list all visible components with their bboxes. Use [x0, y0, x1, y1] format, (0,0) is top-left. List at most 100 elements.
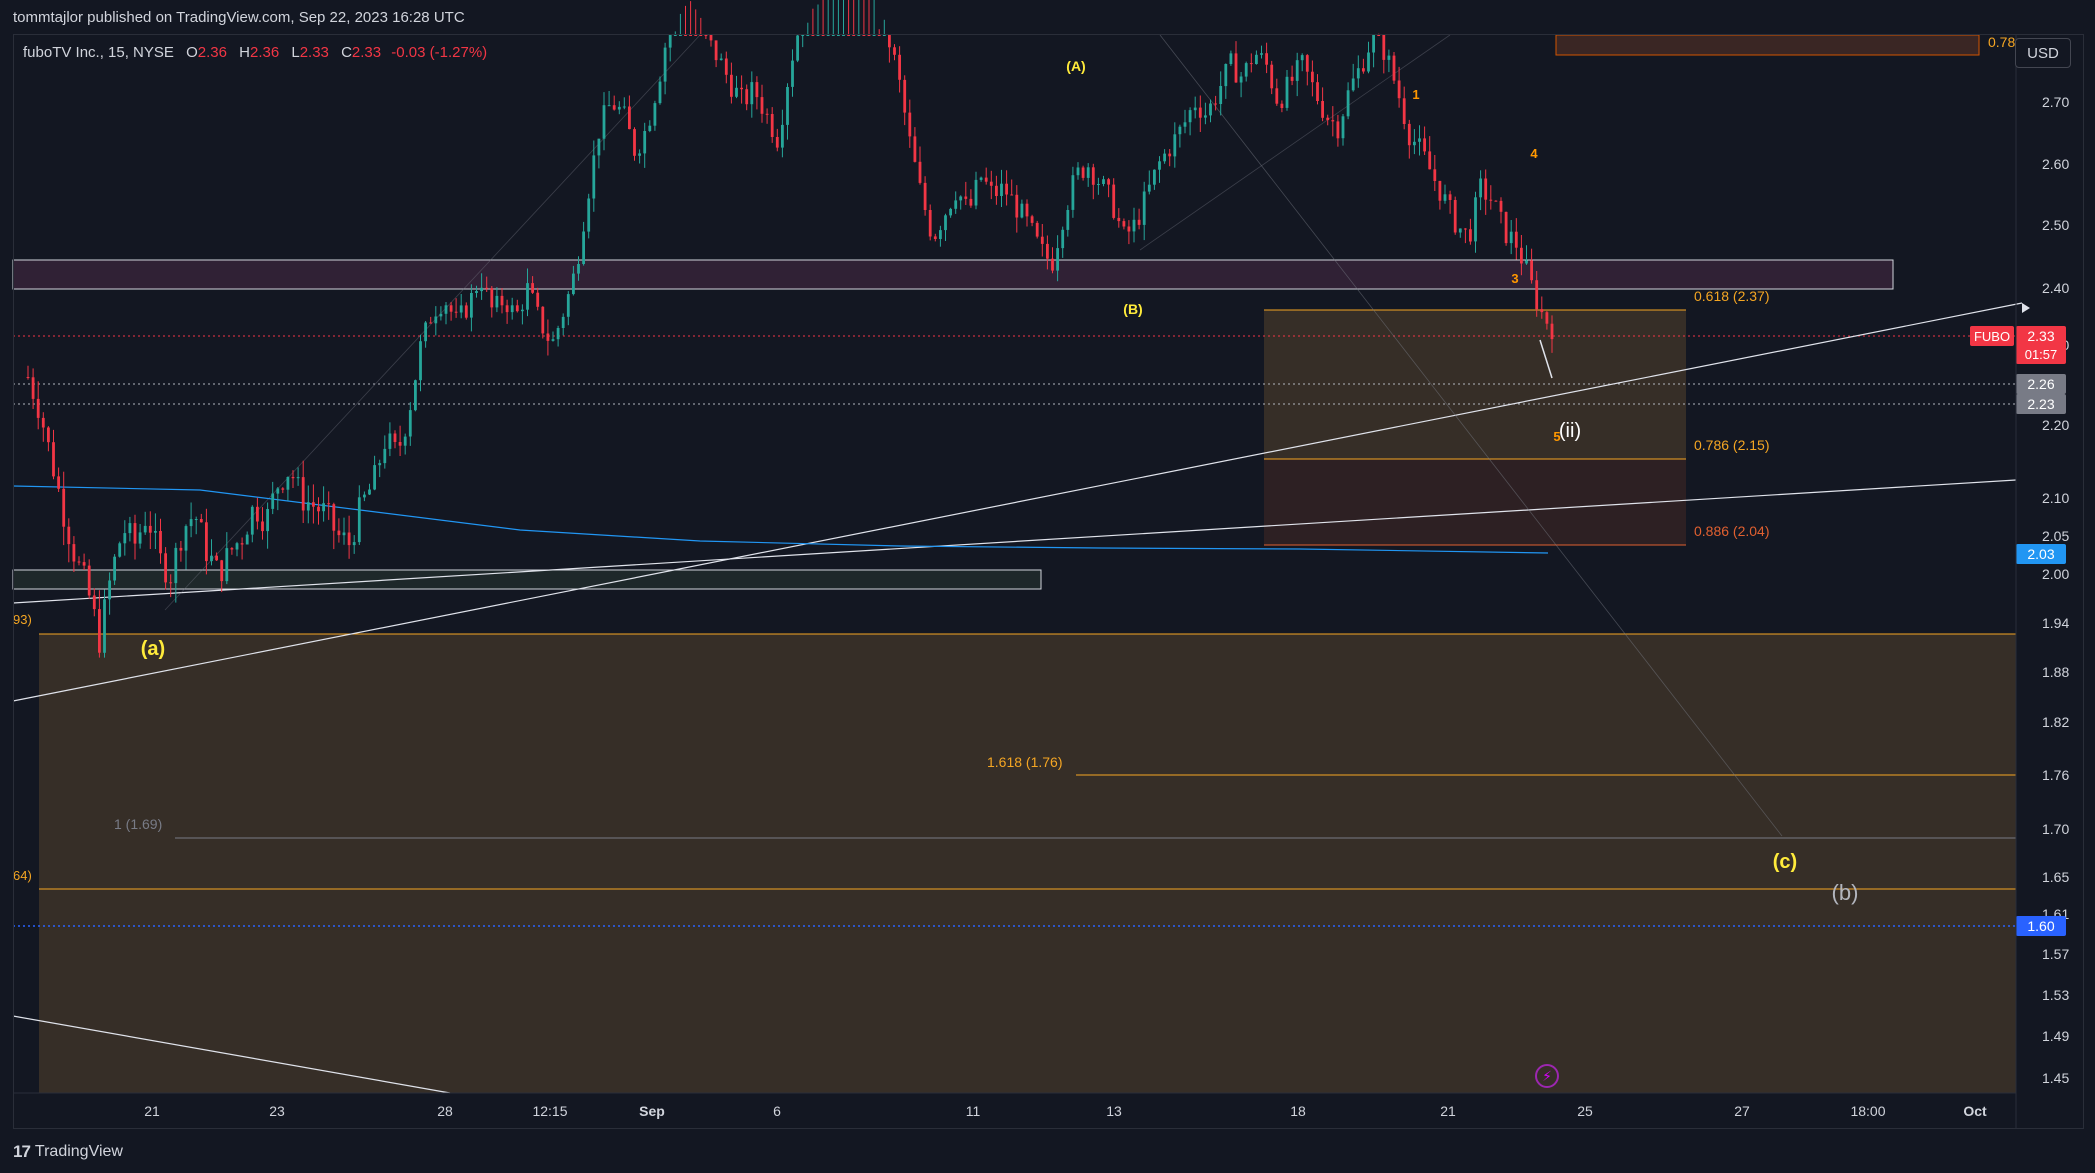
- candle: [1316, 74, 1319, 105]
- x-axis-tick-label: 11: [966, 1103, 981, 1119]
- candle: [312, 484, 315, 524]
- y-axis-tick-label: 1.53: [2042, 987, 2069, 1003]
- candle: [668, 35, 672, 62]
- candle: [719, 53, 723, 61]
- candle: [1520, 235, 1523, 276]
- y-axis-tick-label: 1.57: [2042, 946, 2069, 962]
- candle: [1545, 311, 1549, 330]
- candle: [1336, 114, 1340, 147]
- candle: [1535, 271, 1539, 317]
- candle: [31, 368, 35, 409]
- footer: [0, 1129, 2095, 1173]
- trendline-falling-bottom[interactable]: [12, 1015, 451, 1094]
- trendline-rising-steep[interactable]: [12, 302, 2023, 702]
- candle: [903, 75, 907, 126]
- fib-level-label: 0.618 (2.37): [1694, 288, 1770, 304]
- candle: [1107, 177, 1110, 198]
- candle: [944, 213, 947, 241]
- fib-level-label: 0.78: [1988, 34, 2015, 50]
- candle: [872, 0, 876, 36]
- candle: [1025, 199, 1029, 227]
- moving-average-line: [12, 485, 1549, 554]
- candle: [643, 122, 647, 168]
- candle: [531, 276, 534, 294]
- candle: [1321, 87, 1324, 122]
- x-axis-tick-label: 21: [1440, 1103, 1456, 1119]
- candle: [510, 297, 514, 320]
- y-axis-tick-label: 2.70: [2042, 94, 2069, 110]
- candle: [230, 547, 234, 555]
- candle: [847, 0, 850, 36]
- candle: [984, 167, 988, 185]
- y-axis-tick-label: 2.20: [2042, 417, 2069, 433]
- candle: [1244, 61, 1248, 82]
- candle: [1367, 41, 1370, 74]
- candle: [470, 284, 473, 332]
- price-badge[interactable]: 2.23: [2016, 394, 2066, 414]
- candle: [1204, 102, 1207, 125]
- candle: [342, 517, 346, 545]
- fib-zone-lower[interactable]: [1264, 459, 1686, 545]
- price-badge[interactable]: FUBO 2.33 01:57: [1970, 326, 2066, 364]
- candle: [464, 302, 468, 320]
- candle: [52, 429, 55, 480]
- price-badge[interactable]: 2.03: [2016, 544, 2066, 564]
- candle: [1469, 218, 1472, 245]
- candle: [113, 554, 116, 585]
- y-axis-tick-label: 2.10: [2042, 490, 2069, 506]
- candle: [1530, 248, 1533, 284]
- price-badge-value: 2.03: [2027, 546, 2054, 562]
- legend-close-label: C: [341, 44, 352, 61]
- candle: [449, 302, 453, 321]
- candle: [424, 321, 427, 348]
- candle: [1000, 169, 1003, 207]
- x-axis-tick-label: 21: [144, 1103, 160, 1119]
- publish-line: tommtajlor published on TradingView.com,…: [13, 9, 465, 26]
- wave-label: 3: [1511, 271, 1518, 286]
- lightning-icon[interactable]: ⚡: [1535, 1064, 1559, 1088]
- candle: [1275, 78, 1279, 106]
- x-axis-tick-label: 18: [1290, 1103, 1306, 1119]
- currency-button[interactable]: USD: [2015, 38, 2071, 68]
- candle: [939, 225, 942, 247]
- x-axis-tick-label: 13: [1106, 1103, 1122, 1119]
- target-zone[interactable]: [39, 634, 2016, 1093]
- candle: [515, 299, 519, 313]
- candle: [154, 513, 157, 549]
- y-axis-tick-label: 1.82: [2042, 714, 2069, 730]
- candle: [1402, 86, 1406, 130]
- candle: [77, 556, 81, 566]
- candle: [184, 524, 188, 570]
- wave-label: (c): [1773, 851, 1797, 873]
- candle: [1540, 296, 1544, 319]
- candle: [954, 191, 958, 214]
- tradingview-brand[interactable]: 17 TradingView: [13, 1142, 123, 1162]
- trendline-rising-shallow[interactable]: [12, 479, 2017, 604]
- price-badge[interactable]: 1.60: [2016, 916, 2066, 936]
- candle: [1418, 125, 1421, 156]
- candle: [1010, 179, 1014, 196]
- wave-label: 5: [1553, 429, 1560, 444]
- price-badge[interactable]: 2.26: [2016, 374, 2066, 394]
- supply-zone-top[interactable]: [1555, 34, 1980, 56]
- candle: [857, 0, 861, 36]
- candle: [276, 487, 280, 511]
- candle: [1453, 196, 1457, 235]
- candle: [108, 572, 111, 615]
- candle: [592, 140, 596, 212]
- x-axis-tick-label: 12:15: [532, 1103, 567, 1119]
- wave-projection-line[interactable]: [1539, 339, 1553, 379]
- candle: [225, 532, 229, 585]
- candle: [159, 518, 162, 564]
- candle: [403, 433, 407, 455]
- candle: [271, 481, 275, 515]
- resistance-zone[interactable]: [12, 259, 1894, 290]
- candle: [1331, 106, 1335, 137]
- top-bar: tommtajlor published on TradingView.com,…: [0, 0, 2095, 34]
- candle: [1015, 185, 1019, 233]
- candle: [87, 559, 91, 599]
- candle: [1086, 163, 1090, 187]
- y-axis-tick-label: 1.76: [2042, 767, 2069, 783]
- legend-high-label: H: [239, 44, 250, 61]
